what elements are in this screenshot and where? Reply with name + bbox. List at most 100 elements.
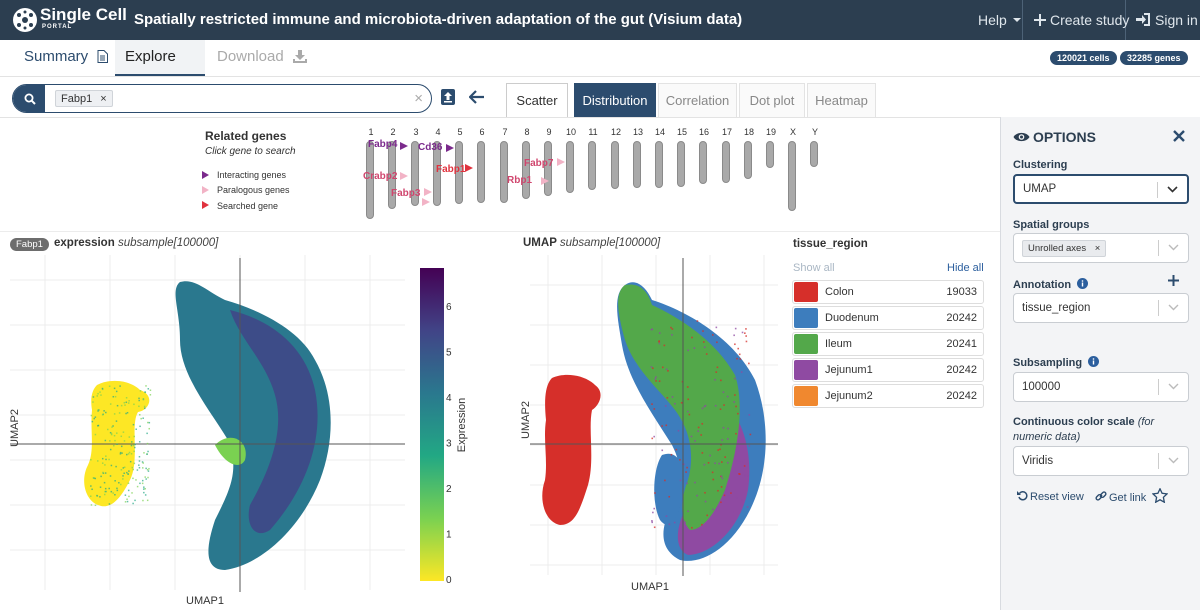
chromosome-bar[interactable] — [744, 141, 752, 179]
umap-scatter-plot[interactable]: UMAP2 UMAP1 — [500, 252, 790, 610]
umap-cell-point — [723, 494, 726, 497]
add-annotation-icon[interactable] — [1168, 275, 1179, 286]
plot-tab-scatter[interactable]: Scatter — [506, 83, 568, 117]
chromosome-bar[interactable] — [500, 141, 508, 203]
hide-all-link[interactable]: Hide all — [947, 262, 984, 274]
info-icon[interactable] — [1077, 278, 1089, 289]
brand-name[interactable]: Single Cell PORTAL — [40, 6, 127, 31]
chromosome-bar[interactable] — [566, 141, 574, 193]
legend-item[interactable]: Ileum 20241 — [792, 332, 984, 356]
expression-cell-point — [134, 499, 136, 502]
chromosome-bar[interactable] — [611, 141, 619, 189]
umap-cell-point — [663, 344, 666, 347]
tab-download[interactable]: Download — [207, 40, 317, 76]
close-icon[interactable] — [1173, 130, 1185, 142]
chromosome-bar[interactable] — [588, 141, 596, 190]
upload-gene-list-icon[interactable] — [441, 89, 455, 105]
chromosome-bar[interactable] — [766, 141, 774, 168]
chromosome-bar[interactable] — [433, 141, 441, 206]
create-study-link[interactable]: Create study — [1034, 0, 1129, 40]
expression-cell-point — [94, 416, 97, 418]
chip-remove-icon[interactable]: × — [1094, 243, 1101, 254]
chromosome-bar[interactable] — [722, 141, 730, 183]
color-scale-label: Continuous color scale (for numeric data… — [1013, 415, 1193, 445]
color-scale-select[interactable]: Viridis — [1013, 446, 1189, 476]
legend-item[interactable]: Jejunum1 20242 — [792, 358, 984, 382]
umap-cell-point — [709, 454, 711, 457]
legend-item[interactable]: Duodenum 20242 — [792, 306, 984, 330]
chromosome-bar[interactable] — [544, 141, 552, 196]
legend-swatch — [794, 334, 818, 354]
reset-view-button[interactable]: Reset view — [1017, 490, 1084, 503]
plot-tab-correlation[interactable]: Correlation — [658, 83, 737, 117]
show-all-link[interactable]: Show all — [793, 262, 835, 274]
tab-summary[interactable]: Summary — [14, 40, 118, 76]
spatial-groups-select[interactable]: Unrolled axes × — [1013, 233, 1189, 263]
chevron-down-icon — [1168, 244, 1179, 251]
expression-cell-point — [103, 493, 106, 496]
search-gene-chip[interactable]: Fabp1 × — [55, 90, 113, 107]
plot-tab-heatmap[interactable]: Heatmap — [807, 83, 876, 117]
chromosome-bar[interactable] — [677, 141, 685, 187]
gene-search-box[interactable]: Fabp1 × × — [12, 84, 432, 113]
single-cell-logo-icon[interactable] — [12, 7, 38, 33]
expression-cell-point — [135, 428, 137, 430]
chromosome-bar[interactable] — [411, 141, 419, 206]
plot-tab-distribution[interactable]: Distribution — [574, 83, 656, 117]
spatial-group-chip[interactable]: Unrolled axes × — [1022, 240, 1107, 257]
legend-item[interactable]: Jejunum2 20242 — [792, 384, 984, 408]
umap-cell-point — [686, 386, 689, 388]
expression-cell-point — [124, 501, 127, 503]
expression-cell-point — [146, 468, 149, 471]
gene-label-fabp4[interactable]: Fabp4 — [368, 139, 398, 150]
expression-cell-point — [146, 432, 148, 435]
search-button[interactable] — [13, 85, 45, 112]
bookmark-star-icon[interactable] — [1152, 488, 1168, 503]
annotation-select[interactable]: tissue_region — [1013, 293, 1189, 323]
expression-cell-point — [138, 399, 140, 402]
legend-item-name: Duodenum — [825, 312, 879, 324]
expression-cell-point — [138, 405, 140, 408]
gene-label-fabp1[interactable]: Fabp1 — [436, 164, 466, 175]
gene-label-rbp1[interactable]: Rbp1 — [507, 175, 532, 186]
expression-cell-point — [91, 488, 93, 491]
sign-in-link[interactable]: Sign in — [1136, 0, 1198, 40]
expression-cell-point — [99, 496, 101, 498]
chromosome-bar[interactable] — [655, 141, 663, 188]
eye-icon — [1013, 132, 1030, 142]
colorbar-tick-label: 5 — [446, 348, 452, 359]
info-icon[interactable] — [1088, 356, 1100, 367]
gene-label-fabp7[interactable]: Fabp7 — [524, 158, 554, 169]
expression-scatter-plot[interactable]: 6 5 4 3 2 1 0 Expression UMAP2 UMAP1 — [0, 252, 480, 610]
legend-item[interactable]: Colon 19033 — [792, 280, 984, 304]
expression-cell-point — [110, 433, 113, 436]
clear-search-icon[interactable]: × — [414, 90, 423, 107]
help-menu[interactable]: Help — [978, 0, 1021, 40]
umap-cell-point — [736, 357, 738, 360]
chromosome-bar[interactable] — [699, 141, 707, 184]
expression-cell-point — [128, 436, 131, 438]
clustering-select[interactable]: UMAP — [1013, 174, 1189, 204]
chromosome-bar[interactable] — [788, 141, 796, 211]
gene-label-fabp3[interactable]: Fabp3 — [391, 188, 421, 199]
tab-explore[interactable]: Explore — [115, 40, 205, 96]
chromosome-bar[interactable] — [477, 141, 485, 203]
chromosome-bar[interactable] — [810, 141, 818, 167]
chromosome-bar[interactable] — [366, 141, 374, 219]
chromosome-bar[interactable] — [455, 141, 463, 204]
expression-cell-point — [123, 401, 126, 404]
umap-cell-point — [679, 458, 681, 461]
gene-label-cd36[interactable]: Cd36 — [418, 142, 443, 153]
chromosome-bar[interactable] — [633, 141, 641, 188]
plot-tab-dot-plot[interactable]: Dot plot — [739, 83, 805, 117]
gene-label-crabp2[interactable]: Crabp2 — [363, 171, 398, 182]
subsampling-select[interactable]: 100000 — [1013, 372, 1189, 402]
chromosome-bar[interactable] — [388, 141, 396, 209]
chromosome-bar[interactable] — [522, 141, 530, 199]
expression-cell-point — [94, 504, 97, 507]
get-link-button[interactable]: Get link — [1095, 490, 1146, 504]
umap-cell-point — [654, 378, 657, 380]
chip-remove-icon[interactable]: × — [100, 93, 107, 105]
umap-cell-point — [665, 515, 668, 517]
back-arrow-icon[interactable] — [469, 90, 485, 104]
